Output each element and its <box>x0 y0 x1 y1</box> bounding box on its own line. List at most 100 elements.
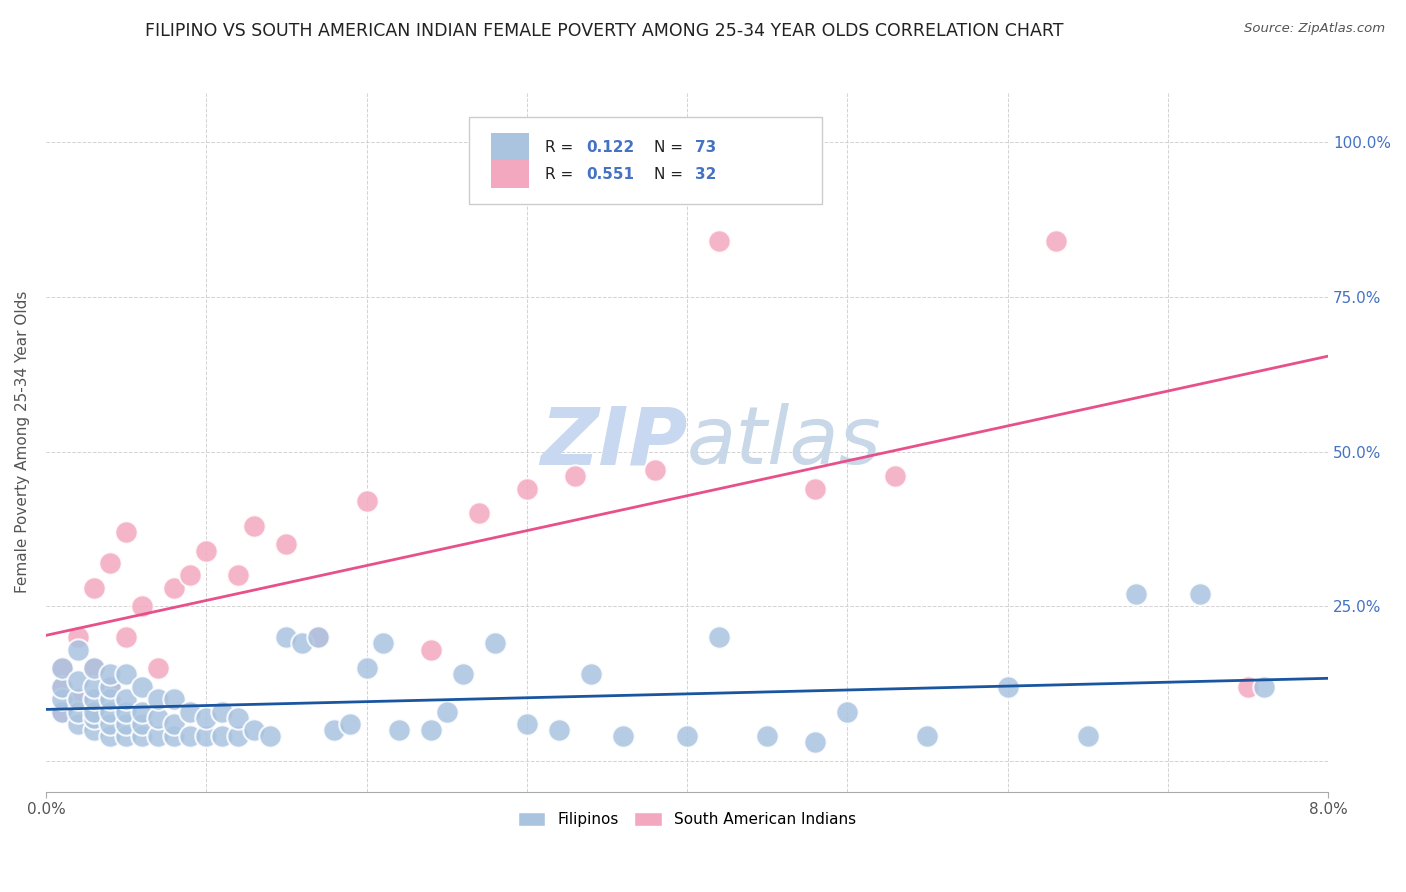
Point <box>83 711 105 725</box>
Point <box>516 717 538 731</box>
Point <box>451 667 474 681</box>
Point <box>83 723 105 737</box>
Point <box>323 723 346 737</box>
Point <box>66 692 89 706</box>
Point <box>83 581 105 595</box>
Point <box>356 661 378 675</box>
Point <box>83 692 105 706</box>
Text: 0.551: 0.551 <box>586 167 634 182</box>
Point <box>179 729 201 743</box>
Point <box>66 630 89 644</box>
Text: ZIP: ZIP <box>540 403 688 482</box>
Point <box>146 711 169 725</box>
Point <box>211 705 233 719</box>
Point <box>66 692 89 706</box>
Text: N =: N = <box>654 140 688 154</box>
Point <box>1188 587 1211 601</box>
Point <box>804 482 827 496</box>
Point <box>419 642 441 657</box>
FancyBboxPatch shape <box>491 161 529 188</box>
Point <box>179 705 201 719</box>
Text: 32: 32 <box>695 167 716 182</box>
Point <box>98 717 121 731</box>
Text: N =: N = <box>654 167 688 182</box>
Point <box>243 518 266 533</box>
Point <box>612 729 634 743</box>
Point <box>276 630 298 644</box>
Point <box>564 469 586 483</box>
Point <box>98 667 121 681</box>
Point <box>146 692 169 706</box>
Point <box>1253 680 1275 694</box>
Point <box>115 729 138 743</box>
Point <box>83 680 105 694</box>
Point <box>179 568 201 582</box>
Point <box>837 705 859 719</box>
Point <box>51 705 73 719</box>
Point <box>291 636 314 650</box>
Point <box>146 661 169 675</box>
Point <box>51 692 73 706</box>
Point <box>547 723 569 737</box>
Point <box>66 705 89 719</box>
Point <box>195 729 218 743</box>
Point <box>66 717 89 731</box>
Point <box>484 636 506 650</box>
Point <box>51 661 73 675</box>
Point <box>195 711 218 725</box>
Text: 73: 73 <box>695 140 716 154</box>
Point <box>98 680 121 694</box>
Point <box>83 705 105 719</box>
Point <box>356 494 378 508</box>
Point <box>917 729 939 743</box>
Point <box>66 642 89 657</box>
Point <box>83 661 105 675</box>
Point <box>371 636 394 650</box>
Point <box>259 729 281 743</box>
FancyBboxPatch shape <box>491 133 529 161</box>
Point <box>115 524 138 539</box>
Legend: Filipinos, South American Indians: Filipinos, South American Indians <box>512 806 862 833</box>
Text: FILIPINO VS SOUTH AMERICAN INDIAN FEMALE POVERTY AMONG 25-34 YEAR OLDS CORRELATI: FILIPINO VS SOUTH AMERICAN INDIAN FEMALE… <box>145 22 1064 40</box>
Point <box>51 705 73 719</box>
Point <box>579 667 602 681</box>
Point <box>516 482 538 496</box>
FancyBboxPatch shape <box>470 117 821 204</box>
Point <box>163 729 186 743</box>
Y-axis label: Female Poverty Among 25-34 Year Olds: Female Poverty Among 25-34 Year Olds <box>15 291 30 593</box>
Point <box>195 543 218 558</box>
Point <box>51 680 73 694</box>
Point <box>131 680 153 694</box>
Point <box>804 735 827 749</box>
Point <box>83 661 105 675</box>
Point <box>163 692 186 706</box>
Point <box>707 234 730 248</box>
Point <box>226 568 249 582</box>
Text: R =: R = <box>544 167 578 182</box>
Point <box>146 729 169 743</box>
Point <box>1125 587 1147 601</box>
Point <box>163 581 186 595</box>
Point <box>98 705 121 719</box>
Point <box>51 661 73 675</box>
Point <box>307 630 329 644</box>
Point <box>419 723 441 737</box>
Point <box>131 729 153 743</box>
Point <box>467 507 489 521</box>
Point <box>644 463 666 477</box>
Point <box>115 705 138 719</box>
Text: atlas: atlas <box>688 403 882 482</box>
Text: Source: ZipAtlas.com: Source: ZipAtlas.com <box>1244 22 1385 36</box>
Point <box>884 469 907 483</box>
Point <box>163 717 186 731</box>
Point <box>387 723 409 737</box>
Point <box>115 692 138 706</box>
Point <box>676 729 699 743</box>
Text: R =: R = <box>544 140 578 154</box>
Point <box>98 556 121 570</box>
Point <box>131 599 153 614</box>
Point <box>756 729 779 743</box>
Point <box>115 717 138 731</box>
Point <box>98 729 121 743</box>
Point <box>115 667 138 681</box>
